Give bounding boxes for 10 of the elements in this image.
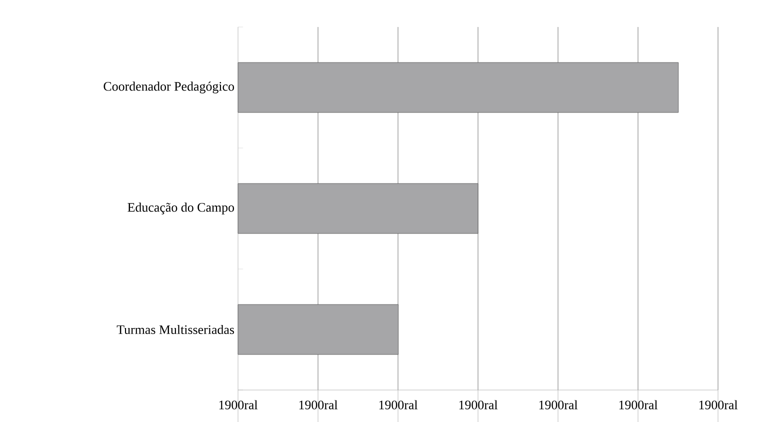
y-tick-label: Educação do Campo [128,202,234,214]
text: 1900ral [219,400,258,410]
y-tick-label: Turmas Multisseriadas [116,324,234,334]
y-tick-label: Coordenador Pedagógico [104,82,234,94]
text: 1900ral [379,400,418,410]
text: 1900ral [699,400,738,410]
text: 1900ral [539,400,578,410]
text: 1900ral [619,400,658,410]
text: 1900ral [459,400,498,410]
text: 1900ral [299,400,338,410]
